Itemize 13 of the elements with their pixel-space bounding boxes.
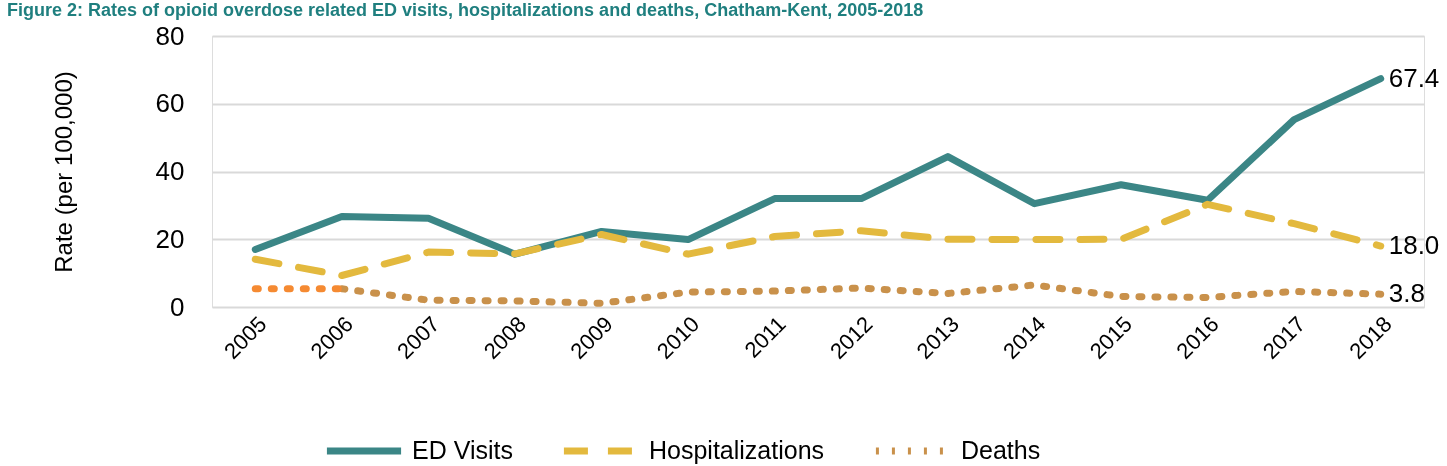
y-tick-label: 80: [155, 20, 185, 51]
y-tick-label: 0: [170, 291, 185, 322]
legend-label: Deaths: [961, 436, 1041, 464]
legend-label: ED Visits: [412, 436, 513, 464]
data-label: 18.0: [1388, 230, 1440, 261]
y-tick-label: 60: [155, 88, 185, 119]
legend-label: Hospitalizations: [649, 436, 825, 464]
y-tick-label: 40: [155, 156, 185, 186]
data-label: 3.8: [1388, 278, 1425, 309]
data-label: 67.4: [1388, 62, 1440, 93]
chart-title: Figure 2: Rates of opioid overdose related ED visits, hospitalizations and deaths, Chatham-Kent, 2005-2018: [7, 0, 924, 20]
y-tick-label: 20: [155, 223, 185, 254]
y-axis-title: Rate (per 100,000): [49, 71, 77, 273]
